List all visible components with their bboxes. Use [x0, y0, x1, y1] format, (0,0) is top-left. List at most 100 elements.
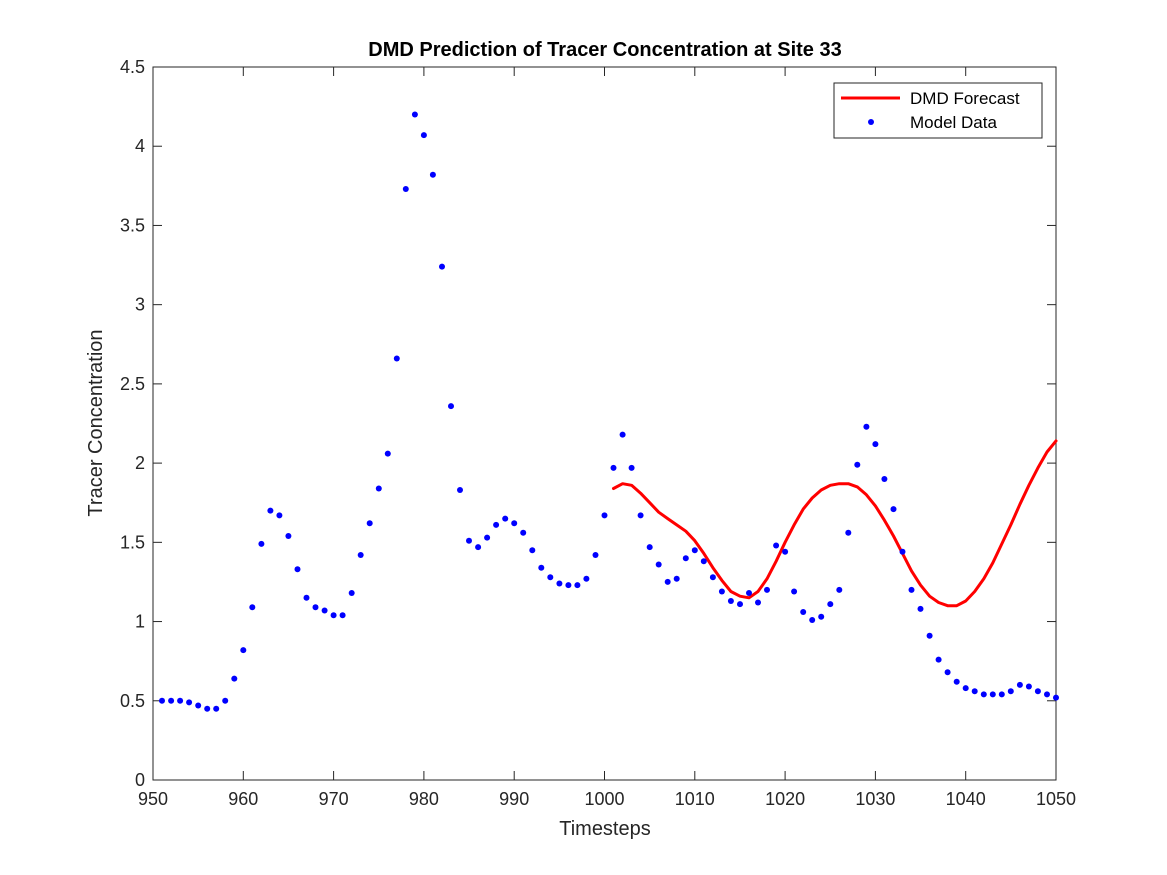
model-data-point [556, 580, 563, 587]
model-data-point [1016, 681, 1023, 688]
model-data-point [827, 601, 834, 608]
axis-ticks [152, 66, 1057, 781]
y-tick-label: 4 [135, 136, 145, 156]
model-data-point [637, 512, 644, 519]
model-data-point [484, 534, 491, 541]
legend-model-data-label: Model Data [910, 113, 997, 132]
axes-box [152, 66, 1057, 781]
x-tick-label: 950 [138, 789, 168, 809]
model-data-point [746, 590, 752, 596]
model-data-point [574, 582, 581, 589]
model-data-point [971, 688, 978, 695]
model-data-point [673, 575, 680, 582]
model-data-point [511, 520, 518, 527]
model-data-point [628, 464, 635, 471]
model-data-point [646, 544, 653, 551]
model-data-point [384, 450, 391, 457]
model-data-point [601, 512, 608, 519]
model-data-point [917, 605, 924, 612]
y-tick-label: 3 [135, 295, 145, 315]
model-data-point [547, 574, 554, 581]
model-data-point [962, 685, 969, 692]
model-data-point [872, 441, 879, 448]
model-data-point [186, 699, 193, 706]
model-data-point [682, 555, 689, 562]
model-data-point [989, 691, 996, 698]
model-data-point [773, 542, 780, 549]
model-data-point [321, 607, 328, 614]
model-data-point [303, 594, 310, 601]
model-data-point [836, 586, 843, 593]
model-data-point [881, 476, 888, 482]
model-data-point [592, 552, 599, 558]
x-axis-label: Timesteps [559, 818, 651, 840]
model-data-point [502, 515, 509, 522]
model-data-point [222, 697, 229, 704]
model-data-point [908, 586, 915, 593]
x-tick-label: 960 [228, 789, 258, 809]
model-data-point [159, 697, 165, 704]
model-data-point [610, 464, 617, 471]
chart-title: DMD Prediction of Tracer Concentration a… [368, 39, 841, 61]
model-data-point [249, 604, 256, 611]
dmd-forecast-line [612, 439, 1058, 608]
model-data-point [420, 132, 427, 139]
model-data-point [863, 423, 870, 430]
model-data-point [755, 599, 761, 606]
model-data-point [348, 590, 355, 596]
y-tick-label: 2 [135, 453, 145, 473]
model-data-point [791, 588, 798, 595]
model-data-point [818, 613, 825, 620]
model-data-point [375, 485, 382, 492]
model-data-point [899, 548, 906, 555]
y-tick-label: 1.5 [120, 532, 145, 552]
model-data-point [854, 461, 861, 468]
model-data-point [258, 540, 265, 547]
model-data-point [448, 403, 454, 410]
model-data-point [493, 521, 500, 528]
model-data-point [411, 111, 418, 118]
model-data-point [664, 578, 671, 585]
model-data-point [845, 529, 852, 536]
plot-area [152, 66, 1057, 781]
model-data-point [231, 675, 238, 682]
model-data-point [294, 566, 301, 573]
legend-box [833, 82, 1043, 139]
y-tick-label: 4.5 [120, 57, 145, 77]
model-data-point [366, 520, 373, 527]
model-data-point [809, 617, 816, 623]
model-data-point [691, 547, 698, 554]
model-data-point [926, 632, 933, 639]
x-tick-label: 1000 [584, 789, 624, 809]
model-data-point [429, 171, 436, 178]
model-data-point [782, 548, 789, 555]
model-data-point [655, 561, 662, 568]
model-data-point [953, 678, 960, 685]
model-data-point [312, 604, 319, 611]
model-data-point [1053, 694, 1059, 701]
model-data-point [168, 697, 175, 704]
x-tick-label: 1020 [765, 789, 805, 809]
model-data-point [357, 552, 364, 558]
axis-tick-labels: 950 960 970 980 990 1000 1010 1020 1030 1040 1050 0… [120, 57, 1076, 809]
legend-model-data-swatch [868, 119, 874, 125]
x-tick-label: 970 [319, 789, 349, 809]
legend: DMD Forecast Model Data [833, 82, 1043, 139]
model-data-point [457, 487, 463, 493]
model-data-point [700, 558, 707, 565]
model-data-point [339, 612, 346, 619]
model-data-point [538, 564, 545, 571]
x-tick-label: 1010 [675, 789, 715, 809]
y-tick-label: 1 [135, 612, 145, 632]
model-data-point [529, 547, 536, 554]
model-data-point [1044, 691, 1050, 698]
model-data-point [565, 582, 572, 589]
model-data-point [439, 263, 445, 270]
model-data-point [393, 355, 400, 362]
model-data-point [402, 186, 409, 192]
model-data-point [800, 609, 807, 615]
model-data-point [1007, 688, 1014, 695]
model-data-point [285, 533, 292, 539]
model-data-point [980, 691, 987, 698]
